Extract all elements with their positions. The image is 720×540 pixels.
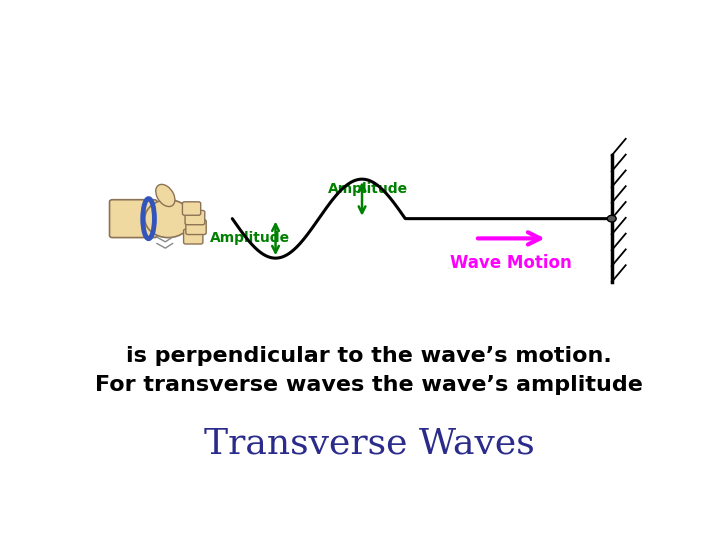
Ellipse shape [145, 200, 192, 238]
Circle shape [607, 215, 616, 222]
FancyBboxPatch shape [184, 229, 203, 244]
FancyBboxPatch shape [109, 200, 157, 238]
FancyBboxPatch shape [185, 211, 204, 225]
Text: Amplitude: Amplitude [210, 232, 290, 245]
Text: Wave Motion: Wave Motion [451, 254, 572, 272]
Text: Amplitude: Amplitude [328, 181, 408, 195]
Text: Transverse Waves: Transverse Waves [204, 426, 534, 460]
Text: For transverse waves the wave’s amplitude: For transverse waves the wave’s amplitud… [95, 375, 643, 395]
FancyBboxPatch shape [186, 220, 206, 234]
FancyBboxPatch shape [182, 202, 201, 215]
Text: is perpendicular to the wave’s motion.: is perpendicular to the wave’s motion. [126, 346, 612, 366]
Ellipse shape [156, 184, 175, 207]
